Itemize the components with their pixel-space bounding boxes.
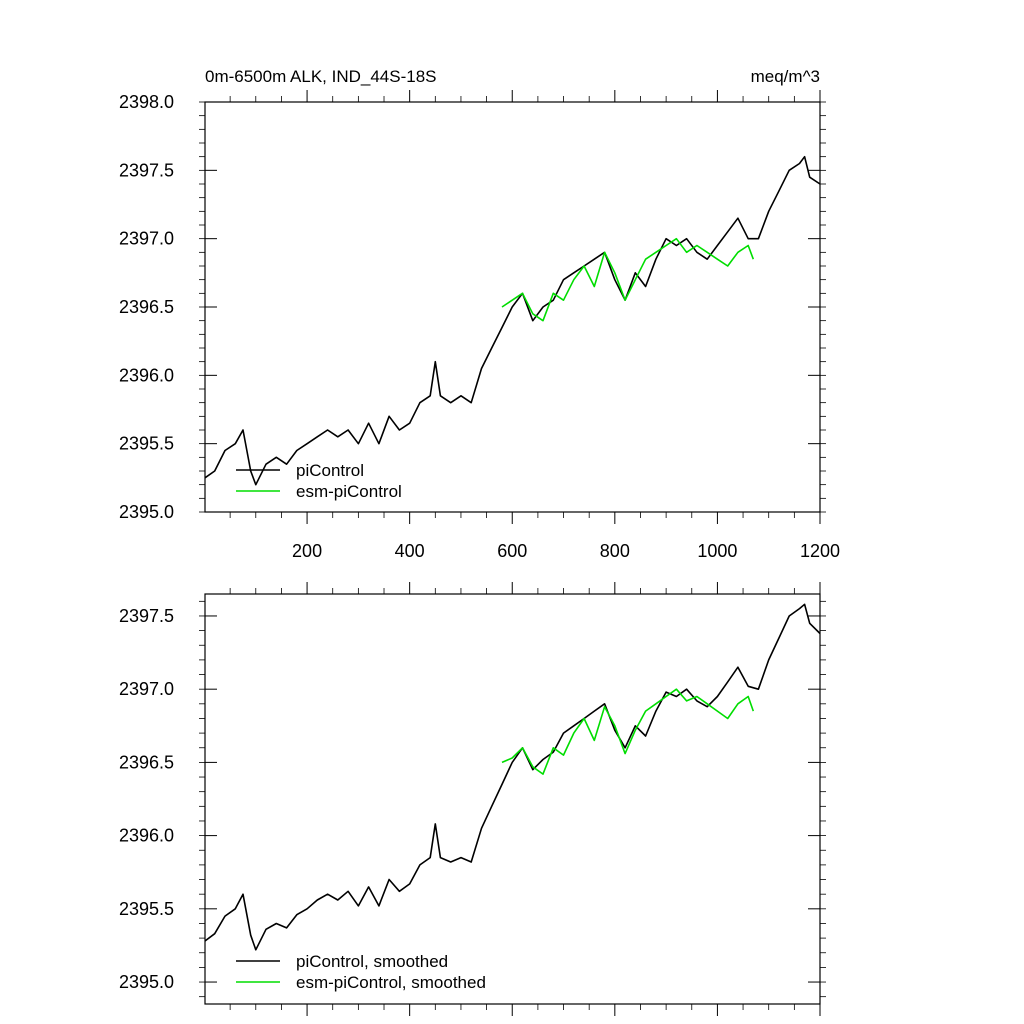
y-tick-label: 2395.5 xyxy=(119,434,174,454)
bottom-panel-legend: piControl, smoothed esm-piControl, smoot… xyxy=(236,952,486,992)
bottom-panel: 2395.0 2395.5 2396.0 2396.5 2397.0 2397.5 piC… xyxy=(119,582,826,1016)
y-tick-label: 2397.5 xyxy=(119,160,174,180)
top-panel-title: 0m-6500m ALK, IND_44S-18S xyxy=(205,67,437,86)
series-line-picontrol xyxy=(204,155,821,486)
y-tick-label: 2396.5 xyxy=(119,752,174,772)
top-panel-frame xyxy=(204,101,821,513)
x-tick-label: 200 xyxy=(292,541,322,561)
y-tick-label: 2397.5 xyxy=(119,606,174,626)
top-panel-legend: piControl esm-piControl xyxy=(236,461,402,501)
series-line-esm-picontrol-smoothed xyxy=(501,688,755,775)
x-tick-label: 1000 xyxy=(697,541,737,561)
x-tick-label: 1200 xyxy=(800,541,840,561)
y-tick-label: 2397.0 xyxy=(119,229,174,249)
top-panel-series xyxy=(204,155,821,486)
legend-label-picontrol-smoothed: piControl, smoothed xyxy=(296,952,448,971)
y-tick-label: 2398.0 xyxy=(119,92,174,112)
bottom-panel-frame xyxy=(204,593,821,1005)
legend-label-picontrol: piControl xyxy=(296,461,364,480)
series-line-picontrol-smoothed xyxy=(204,603,821,951)
y-tick-label: 2395.5 xyxy=(119,899,174,919)
top-panel-ticks: 2395.0 2395.5 2396.0 2396.5 2397.0 2397.5 2398… xyxy=(119,90,840,561)
bottom-panel-ticks: 2395.0 2395.5 2396.0 2396.5 2397.0 2397.5 xyxy=(119,582,826,1016)
bottom-panel-series xyxy=(204,603,821,951)
y-tick-label: 2396.0 xyxy=(119,826,174,846)
legend-label-esm-picontrol: esm-piControl xyxy=(296,482,402,501)
y-tick-label: 2397.0 xyxy=(119,679,174,699)
y-tick-label: 2395.0 xyxy=(119,972,174,992)
x-tick-label: 400 xyxy=(395,541,425,561)
legend-label-esm-picontrol-smoothed: esm-piControl, smoothed xyxy=(296,973,486,992)
top-panel-units: meq/m^3 xyxy=(751,67,820,86)
y-tick-label: 2395.0 xyxy=(119,502,174,522)
x-tick-label: 800 xyxy=(600,541,630,561)
x-tick-label: 600 xyxy=(497,541,527,561)
top-panel: 0m-6500m ALK, IND_44S-18S meq/m^3 2395.0… xyxy=(119,67,840,561)
y-tick-label: 2396.0 xyxy=(119,365,174,385)
y-tick-label: 2396.5 xyxy=(119,297,174,317)
series-line-esm-picontrol xyxy=(501,237,755,322)
